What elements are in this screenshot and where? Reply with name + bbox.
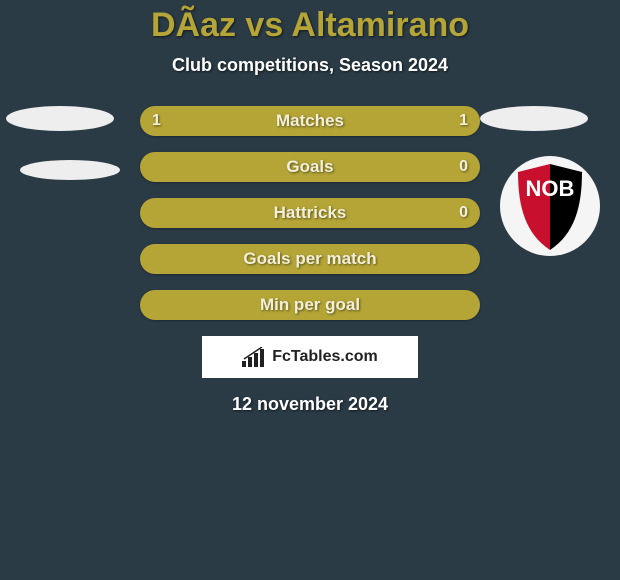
stat-label: Goals per match bbox=[140, 244, 480, 274]
stat-right-value: 0 bbox=[459, 198, 468, 228]
page-subtitle: Club competitions, Season 2024 bbox=[0, 55, 620, 76]
club-badge-icon: NOB bbox=[500, 156, 600, 256]
branding-text: FcTables.com bbox=[272, 348, 378, 366]
stat-rows: 1 Matches 1 Goals 0 Hattricks 0 Goals pe… bbox=[140, 106, 480, 320]
stat-row: Goals 0 bbox=[140, 152, 480, 182]
right-player-badge: NOB bbox=[500, 156, 600, 256]
stat-label: Min per goal bbox=[140, 290, 480, 320]
left-player-shape-1 bbox=[6, 106, 114, 131]
chart-icon bbox=[242, 347, 266, 367]
right-player-shape-1 bbox=[480, 106, 588, 131]
stat-right-value: 1 bbox=[459, 106, 468, 136]
stat-label: Hattricks bbox=[140, 198, 480, 228]
stat-row: Goals per match bbox=[140, 244, 480, 274]
stat-row: 1 Matches 1 bbox=[140, 106, 480, 136]
comparison-panel: NOB 1 Matches 1 Goals 0 Hattricks 0 Goal… bbox=[0, 106, 620, 415]
date-text: 12 november 2024 bbox=[0, 394, 620, 415]
left-player-shape-2 bbox=[20, 160, 120, 180]
stat-label: Matches bbox=[140, 106, 480, 136]
svg-text:NOB: NOB bbox=[526, 176, 575, 201]
stat-row: Hattricks 0 bbox=[140, 198, 480, 228]
stat-row: Min per goal bbox=[140, 290, 480, 320]
page-title: DÃ­az vs Altamirano bbox=[0, 0, 620, 45]
branding-box: FcTables.com bbox=[202, 336, 418, 378]
stat-right-value: 0 bbox=[459, 152, 468, 182]
stat-label: Goals bbox=[140, 152, 480, 182]
